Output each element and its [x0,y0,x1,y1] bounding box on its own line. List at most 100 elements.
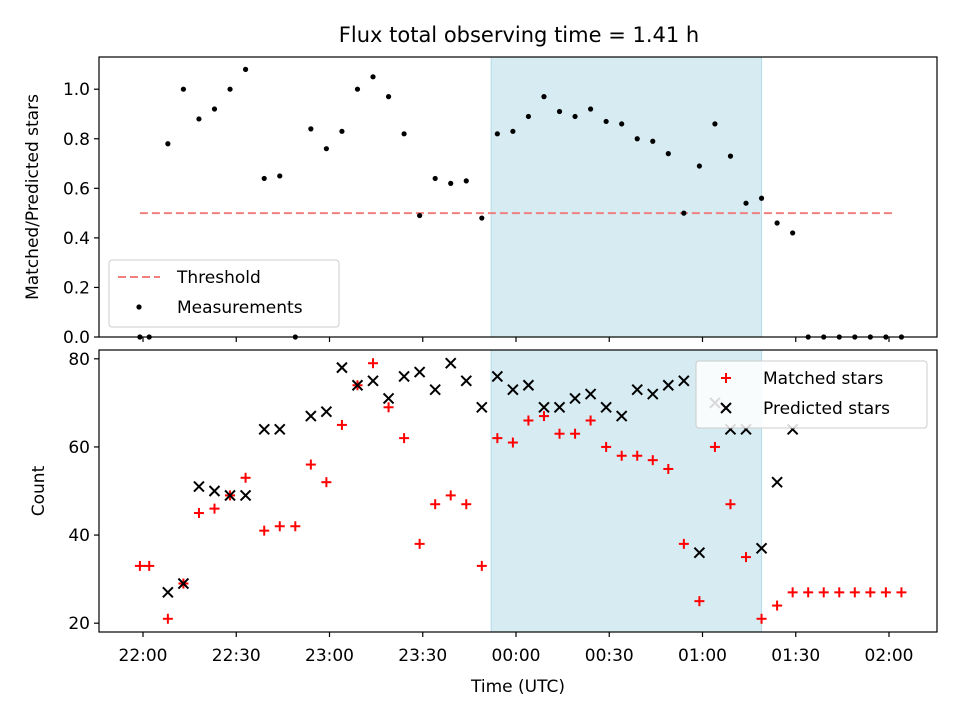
x-tick-label: 02:00 [865,646,914,666]
predicted-stars-point [569,392,581,405]
predicted-stars-point [460,375,472,387]
chart-title: Flux total observing time = 1.41 h [339,23,699,47]
measurement-point [572,113,578,120]
measurement-point [277,173,283,179]
x-axis-label: Time (UTC) [470,677,565,697]
predicted-stars-point [305,410,317,422]
measurement-point [525,113,532,120]
y-axis-label: Matched/Predicted stars [23,94,43,300]
measurement-point [339,128,345,134]
measurement-point [227,86,233,92]
predicted-stars-point [553,401,566,413]
y-axis-label: Count [29,465,49,516]
measurement-point [417,212,423,219]
measurement-point [385,94,392,100]
legend: Matched stars Predicted stars [695,360,928,429]
plot-frame [98,349,938,633]
x-tick-label: 22:30 [212,646,261,666]
legend-threshold-label: Threshold [176,268,261,288]
y-tick-label: 1.0 [63,80,90,100]
predicted-stars-point [398,370,410,383]
x-tick-label: 23:30 [398,646,447,666]
predicted-stars-point [584,388,597,400]
measurement-point [681,210,687,216]
x-tick-label: 01:30 [771,646,820,666]
predicted-stars-point [662,379,675,391]
predicted-stars-point [445,357,457,369]
predicted-stars-point [413,366,426,378]
measurement-point [261,175,267,182]
predicted-stars-point [693,546,706,559]
legend-measurements-swatch [136,304,142,310]
predicted-stars-point [476,401,488,413]
predicted-stars-point [320,405,333,418]
y-tick-label: 60 [68,438,90,458]
measurement-point [696,163,702,169]
measurement-point [743,200,749,206]
measurement-point [634,136,640,142]
predicted-stars-point [382,392,395,405]
x-tick-label: 22:00 [119,646,168,666]
predicted-stars-point [647,388,659,400]
predicted-stars-point [600,401,612,413]
legend-matched-label: Matched stars [763,369,883,389]
legend-box [108,259,340,328]
measurement-point [510,128,516,134]
predicted-stars-point [336,361,348,374]
measurement-point [242,66,249,72]
x-tick-label: 01:00 [678,646,727,666]
measurement-point [180,86,187,92]
predicted-stars-point [631,383,643,396]
measurement-point [619,121,625,127]
y-tick-label: 0.2 [63,278,90,298]
measurement-point [758,195,765,201]
measurement-point [774,220,780,226]
measurement-point [401,131,407,137]
measurement-point [432,175,438,182]
predicted-stars-point [507,383,519,396]
measurement-point [165,141,171,147]
predicted-stars-point [177,577,190,590]
measurement-point [665,151,671,157]
predicted-stars-point [239,489,252,502]
predicted-stars-point [162,586,174,599]
legend: Threshold Measurements [108,259,340,328]
ratio-panel: 0.0 0.2 0.4 0.6 0.8 1.0 Matched/Predicted sta… [23,56,938,348]
predicted-stars-point [367,375,379,387]
measurement-point [308,126,314,132]
measurement-point [541,94,547,100]
measurement-point [463,178,469,184]
y-tick-label: 0.0 [63,328,90,348]
count-panel: 20 40 60 80 22:00 22:30 23:00 23:30 00:00 00:30 0… [29,349,938,666]
measurement-point [588,106,594,112]
legend-predicted-label: Predicted stars [763,399,890,419]
predicted-stars-point [193,480,205,493]
measurement-point [323,146,329,152]
y-tick-label: 40 [68,526,90,546]
x-tick-label: 00:00 [492,646,541,666]
measurement-point [790,230,796,236]
predicted-stars-point [771,476,783,488]
predicted-stars-point [224,489,236,502]
predicted-stars-point [538,401,550,413]
y-tick-label: 20 [68,614,90,634]
x-tick-label: 00:30 [585,646,634,666]
predicted-stars-point [208,485,221,497]
predicted-stars-point [678,375,690,387]
predicted-stars-point [755,542,768,554]
measurement-point [448,180,454,186]
x-tick-label: 23:00 [305,646,354,666]
measurement-point [479,215,485,221]
legend-measurements-label: Measurements [177,298,303,318]
measurement-point [712,121,718,127]
measurement-point [494,131,500,137]
measurement-point [196,116,202,122]
predicted-stars-point [274,423,286,436]
legend-box [695,360,928,429]
legend-predicted-swatch [720,402,732,414]
measurement-point [556,108,563,115]
measurement-point [354,86,361,92]
predicted-stars-point [522,379,535,391]
measurement-point [370,74,376,80]
